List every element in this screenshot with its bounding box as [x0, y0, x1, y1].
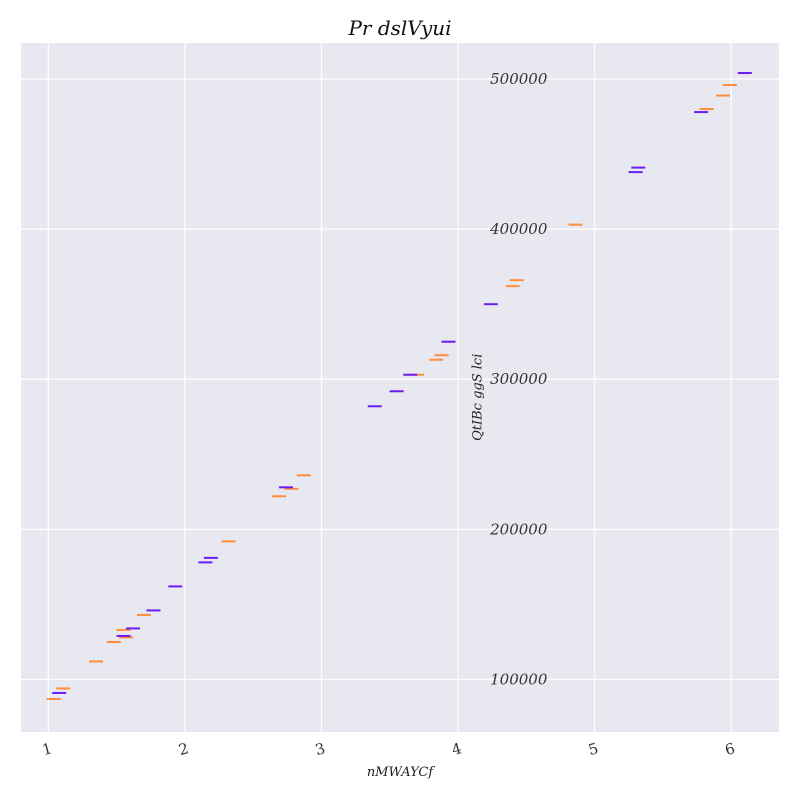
- x-tick-label: 6: [723, 739, 737, 759]
- y-tick-label: 400000: [489, 220, 548, 238]
- y-tick-label: 200000: [489, 520, 548, 538]
- x-tick-label: 3: [313, 739, 327, 759]
- x-axis-ticks: 1 2 3 4 5 6: [40, 739, 737, 759]
- x-tick-label: 5: [586, 739, 600, 759]
- chart-title: Pr dslVyui: [347, 16, 451, 40]
- plot-area: [21, 43, 779, 732]
- grid-lines: [21, 43, 779, 732]
- y-tick-label: 500000: [490, 70, 548, 88]
- x-tick-label: 2: [177, 739, 191, 759]
- y-axis-ticks: 100000 200000 300000 400000 500000: [489, 70, 548, 688]
- x-tick-label: 4: [450, 739, 464, 759]
- data-marks: [46, 72, 752, 700]
- x-tick-label: 1: [40, 739, 54, 759]
- y-tick-label: 300000: [490, 370, 548, 388]
- y-axis-label: QtIBc ggS lci: [470, 354, 485, 441]
- x-axis-label: nMWAYCf: [367, 765, 436, 780]
- y-tick-label: 100000: [490, 670, 548, 688]
